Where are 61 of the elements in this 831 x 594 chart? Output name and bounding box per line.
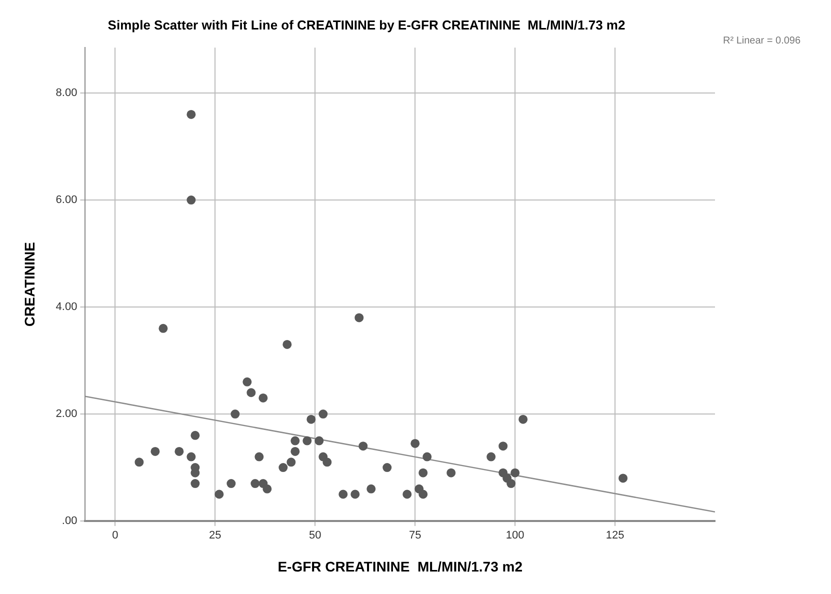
point xyxy=(486,452,496,462)
point xyxy=(186,110,196,119)
point xyxy=(258,393,268,402)
x-axis-title: E-GFR CREATININE ML/MIN/1.73 m2 xyxy=(278,558,523,574)
point xyxy=(262,484,272,494)
point xyxy=(190,479,200,488)
point xyxy=(418,490,428,499)
point xyxy=(282,340,292,349)
y-tick-label: 6.00 xyxy=(56,194,78,206)
point xyxy=(322,458,332,467)
point xyxy=(246,388,256,398)
point xyxy=(382,463,392,472)
point xyxy=(186,196,196,205)
point xyxy=(518,414,528,424)
point xyxy=(134,458,144,467)
point xyxy=(306,414,316,424)
point xyxy=(174,446,184,456)
point xyxy=(318,410,328,419)
point xyxy=(498,442,508,451)
point xyxy=(290,446,300,456)
point xyxy=(366,484,376,494)
point xyxy=(214,490,224,499)
point xyxy=(230,410,240,419)
point xyxy=(242,377,252,386)
y-tick-label: .00 xyxy=(62,515,78,528)
point xyxy=(286,458,296,467)
point xyxy=(506,479,516,488)
chart-title: Simple Scatter with Fit Line of CREATININE by E-GFR CREATININE ML/MIN/1.73 m2 xyxy=(108,17,626,32)
point xyxy=(446,468,456,478)
y-tick-label: 4.00 xyxy=(56,301,78,314)
point xyxy=(350,490,360,499)
point xyxy=(190,430,200,440)
y-tick-label: 2.00 xyxy=(56,408,78,420)
point xyxy=(302,436,312,446)
point xyxy=(418,468,428,478)
point xyxy=(290,436,300,446)
point xyxy=(618,474,628,483)
x-tick-label: 125 xyxy=(606,530,624,542)
point xyxy=(186,452,196,462)
point xyxy=(158,324,168,333)
point xyxy=(410,438,420,448)
point xyxy=(422,452,432,462)
y-axis-title: CREATININE xyxy=(21,242,38,327)
x-tick-label: 25 xyxy=(209,530,222,542)
point xyxy=(254,452,264,462)
point xyxy=(250,479,260,488)
point xyxy=(338,490,348,499)
y-tick-label: 8.00 xyxy=(56,87,78,100)
x-tick-label: 50 xyxy=(309,530,322,542)
x-tick-label: 75 xyxy=(408,530,422,542)
point xyxy=(278,463,288,472)
point xyxy=(226,479,236,488)
point xyxy=(510,468,520,478)
x-tick-label: 100 xyxy=(506,530,524,542)
point xyxy=(402,490,412,499)
x-tick-label: 0 xyxy=(112,530,118,542)
point xyxy=(150,446,160,456)
point xyxy=(354,313,364,322)
point xyxy=(358,442,368,451)
text: R² Linear = 0.096 xyxy=(723,35,801,46)
point xyxy=(314,436,324,446)
